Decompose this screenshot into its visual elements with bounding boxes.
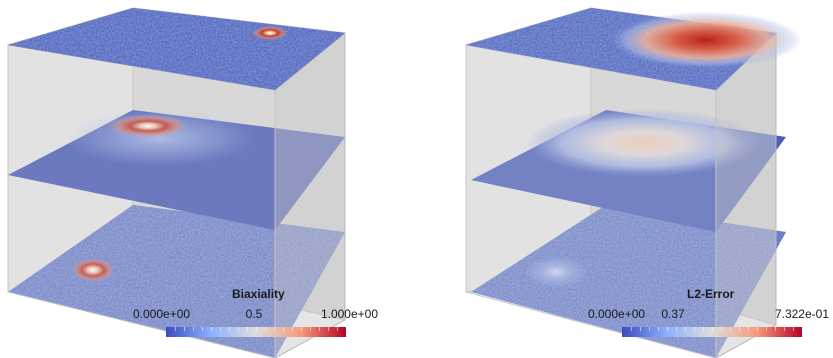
colorbar-minor-tick bbox=[229, 327, 230, 331]
colorbar-minor-tick bbox=[730, 327, 731, 331]
colorbar-minor-tick bbox=[220, 327, 221, 331]
colorbar-minor-tick bbox=[631, 327, 632, 331]
colorbar-minor-tick bbox=[256, 327, 257, 331]
l2-error-3d-scene bbox=[465, 7, 801, 358]
colorbar-minor-tick bbox=[238, 327, 239, 331]
middle-slice-hotspot bbox=[106, 114, 190, 138]
colorbar-minor-tick bbox=[640, 327, 641, 331]
colorbar-minor-tick bbox=[274, 327, 275, 331]
colorbar-minor-tick bbox=[301, 327, 302, 331]
colorbar-minor-tick bbox=[283, 327, 284, 331]
colorbar-minor-tick bbox=[694, 327, 695, 331]
colorbar-minor-tick bbox=[649, 327, 650, 331]
colorbar-max-label: 1.000e+00 bbox=[320, 307, 378, 321]
colorbar-minor-tick bbox=[721, 327, 722, 331]
colorbar-minor-tick bbox=[748, 327, 749, 331]
bottom-slice bbox=[471, 205, 786, 358]
colorbar-minor-tick bbox=[310, 327, 311, 331]
colorbar-minor-tick bbox=[766, 327, 767, 331]
colorbar-minor-tick bbox=[676, 327, 677, 331]
top-slice-hotspot bbox=[611, 12, 801, 68]
biaxiality-3d-scene bbox=[7, 7, 346, 358]
colorbar-gradient bbox=[622, 327, 802, 337]
colorbar-minor-tick bbox=[793, 327, 794, 331]
colorbar-min-label: 0.000e+00 bbox=[133, 307, 191, 321]
middle-slice-hotspot bbox=[526, 109, 762, 177]
colorbar-mid-label: 0.5 bbox=[245, 307, 263, 321]
bottom-slice-hotspot bbox=[71, 258, 115, 282]
colorbar-mid-label: 0.37 bbox=[661, 307, 685, 321]
colorbar-minor-tick bbox=[247, 327, 248, 331]
top-slice bbox=[8, 8, 345, 90]
colorbar-minor-tick bbox=[685, 327, 686, 331]
colorbar-gradient bbox=[166, 327, 346, 337]
middle-slice bbox=[471, 109, 786, 232]
colorbar-minor-tick bbox=[784, 327, 785, 331]
colorbar-minor-tick bbox=[328, 327, 329, 331]
colorbar-max-label: 7.322e-01 bbox=[774, 307, 829, 321]
colorbar-minor-tick bbox=[658, 327, 659, 331]
colorbar-minor-tick bbox=[703, 327, 704, 331]
top-slice bbox=[466, 8, 801, 90]
colorbar-minor-tick bbox=[712, 327, 713, 331]
l2-error-render-view[interactable]: L2-Error 0.000e+00 0.37 7.322e-01 bbox=[416, 0, 833, 358]
colorbar-title: Biaxiality bbox=[232, 287, 285, 301]
colorbar-minor-tick bbox=[211, 327, 212, 331]
box-front-right-face bbox=[715, 31, 777, 358]
colorbar-minor-tick bbox=[775, 327, 776, 331]
biaxiality-render-view[interactable]: Biaxiality 0.000e+00 0.5 1.000e+00 bbox=[0, 0, 416, 358]
colorbar-minor-tick bbox=[319, 327, 320, 331]
bottom-slice-hotspot bbox=[524, 256, 588, 288]
colorbar-minor-tick bbox=[202, 327, 203, 331]
colorbar-minor-tick bbox=[175, 327, 176, 331]
colorbar-minor-tick bbox=[265, 327, 266, 331]
colorbar-minor-tick bbox=[193, 327, 194, 331]
middle-slice bbox=[8, 110, 345, 230]
colorbar-minor-tick bbox=[292, 327, 293, 331]
colorbar-minor-tick bbox=[337, 327, 338, 331]
colorbar-minor-tick bbox=[184, 327, 185, 331]
colorbar-minor-tick bbox=[667, 327, 668, 331]
colorbar-minor-tick bbox=[757, 327, 758, 331]
colorbar-minor-tick bbox=[739, 327, 740, 331]
colorbar-min-label: 0.000e+00 bbox=[588, 307, 646, 321]
colorbar-title: L2-Error bbox=[687, 287, 735, 301]
top-slice-hotspot bbox=[252, 26, 288, 40]
bottom-slice bbox=[8, 205, 345, 358]
